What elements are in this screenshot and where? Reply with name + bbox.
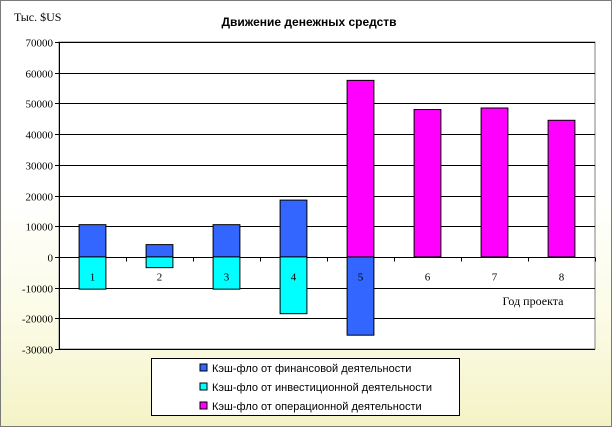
x-tick-label: 8 xyxy=(559,272,565,284)
y-tick-label: -20000 xyxy=(22,314,54,326)
legend-swatch xyxy=(199,401,208,410)
bar xyxy=(413,109,442,258)
bar xyxy=(145,244,174,258)
legend-label: Кэш-фло от инвестиционной деятельности xyxy=(212,382,432,394)
x-tick-label: 1 xyxy=(90,272,96,284)
bar xyxy=(145,256,174,269)
bar xyxy=(547,119,576,258)
bar xyxy=(346,79,375,258)
y-tick-label: 70000 xyxy=(26,38,54,50)
x-axis-label: Год проекта xyxy=(503,294,565,308)
y-tick-label: 30000 xyxy=(26,161,54,173)
chart-title: Движение денежных средств xyxy=(221,15,396,29)
bar xyxy=(279,256,308,315)
y-tick-label: -30000 xyxy=(22,345,54,357)
x-tick-label: 2 xyxy=(157,272,163,284)
bar xyxy=(212,256,241,290)
x-tick-label: 4 xyxy=(291,272,297,284)
x-tick-label: 6 xyxy=(425,272,431,284)
y-tick-label: 40000 xyxy=(26,130,54,142)
bar xyxy=(346,256,375,336)
legend-swatch xyxy=(199,382,208,391)
bar xyxy=(78,224,107,258)
legend-swatch xyxy=(199,363,208,372)
y-tick-label: 10000 xyxy=(26,222,54,234)
y-tick-label: 60000 xyxy=(26,69,54,81)
legend-label: Кэш-фло от финансовой деятельности xyxy=(212,363,411,375)
bar xyxy=(279,199,308,258)
y-axis-label: Тыс. $US xyxy=(14,10,61,24)
bar xyxy=(212,224,241,258)
y-tick-label: -10000 xyxy=(22,284,54,296)
y-tick-label: 20000 xyxy=(26,192,54,204)
y-tick-label: 50000 xyxy=(26,99,54,111)
x-tick-label: 3 xyxy=(224,272,230,284)
bar xyxy=(78,256,107,290)
x-tick-label: 7 xyxy=(492,272,498,284)
legend-label: Кэш-фло от операционной деятельности xyxy=(212,401,422,413)
x-tick-label: 5 xyxy=(358,272,364,284)
y-tick-label: 0 xyxy=(48,253,54,265)
legend: Кэш-фло от финансовой деятельности Кэш-фл… xyxy=(151,358,460,416)
bar xyxy=(480,107,509,258)
